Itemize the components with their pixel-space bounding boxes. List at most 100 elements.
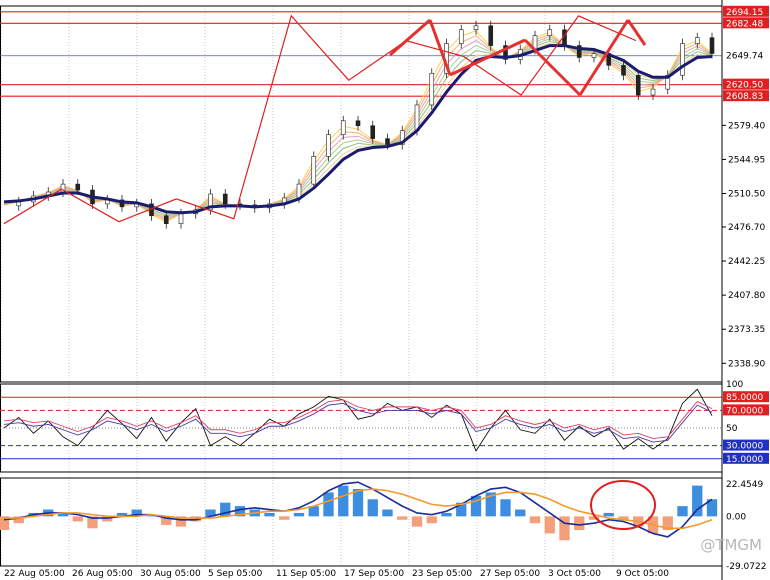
- price-tick-label: 2510.50: [728, 190, 765, 200]
- candle-body: [621, 65, 626, 76]
- price-tag-label: 2649.74: [726, 52, 763, 62]
- time-tick-label: 26 Aug 05:00: [72, 569, 133, 579]
- candle-body: [473, 25, 479, 31]
- macd-histogram-bar: [116, 512, 128, 517]
- oscillator-tag-box: [723, 404, 769, 416]
- wave-arrow: [389, 18, 431, 57]
- macd-histogram-bar: [352, 489, 364, 517]
- macd-histogram-bar: [603, 512, 614, 517]
- candle-body: [355, 120, 361, 127]
- price-tag-box: [723, 78, 769, 90]
- macd-histogram-bar: [72, 516, 83, 522]
- oscillator-tag-label: 70.0000: [726, 406, 763, 416]
- candle-body: [488, 25, 494, 46]
- price-tag-label: 2620.50: [726, 81, 763, 91]
- time-tick-label: 27 Sep 05:00: [480, 569, 540, 579]
- candle-body: [326, 134, 331, 157]
- price-tag-label: 2608.83: [726, 92, 763, 102]
- price-tick-label: 2373.35: [728, 325, 765, 335]
- wave-arrow: [428, 19, 452, 76]
- macd-histogram-bar: [426, 516, 437, 524]
- macd-tick-label: -29.0722: [726, 562, 766, 572]
- macd-tick-label: 0.00: [726, 512, 746, 522]
- candle-body: [399, 130, 405, 145]
- price-tag-label: 2694.15: [726, 8, 763, 18]
- candle-body: [458, 29, 464, 44]
- macd-histogram-bar: [677, 506, 688, 517]
- price-tag-box: [723, 17, 769, 29]
- macd-histogram-bar: [618, 516, 629, 520]
- highlight-circle: [590, 480, 656, 530]
- vertical-grid: [0, 6, 614, 566]
- macd-histogram-bar: [102, 516, 113, 522]
- candle-body: [222, 193, 228, 205]
- time-tick-label: 5 Sep 05:00: [208, 569, 263, 579]
- macd-histogram-bar: [13, 516, 24, 524]
- oscillator-tag-label: 30.0000: [726, 442, 763, 452]
- macd-histogram-bar: [470, 495, 482, 517]
- candle-body: [547, 29, 553, 36]
- price-panel[interactable]: [0, 5, 723, 567]
- candle-body: [311, 156, 317, 185]
- time-tick-label: 23 Sep 05:00: [412, 569, 472, 579]
- slow-moving-average: [3, 44, 713, 215]
- candle-body: [296, 183, 302, 199]
- oscillator-tag-label: 85.0000: [726, 393, 763, 403]
- macd-histogram-bar: [308, 506, 319, 517]
- macd-panel[interactable]: [0, 480, 718, 541]
- macd-histogram-bar: [485, 492, 496, 517]
- oscillator-panel[interactable]: [0, 388, 722, 460]
- wave-arrow: [578, 19, 630, 96]
- macd-histogram-bar: [87, 516, 98, 529]
- macd-histogram-bar: [57, 512, 69, 517]
- time-tick-label: 30 Aug 05:00: [140, 569, 201, 579]
- macd-histogram-bar: [161, 516, 172, 525]
- macd-histogram-bar: [382, 509, 393, 517]
- macd-tick-label: 22.4549: [726, 480, 763, 490]
- candle-body: [429, 72, 435, 106]
- macd-histogram-bar: [367, 499, 378, 517]
- macd-histogram-bar: [323, 492, 334, 517]
- macd-histogram-bar: [220, 502, 231, 517]
- macd-histogram-bar: [279, 516, 290, 520]
- wave-arrow: [449, 38, 526, 77]
- macd-histogram-bar: [588, 516, 600, 520]
- macd-histogram-bar: [338, 485, 349, 517]
- macd-histogram-bar: [441, 512, 452, 517]
- macd-histogram-bar: [456, 502, 467, 517]
- macd-histogram-bar: [131, 509, 142, 517]
- macd-histogram-bar: [706, 499, 718, 517]
- oscillator-tag-box: [723, 452, 769, 464]
- oscillator-tag-label: 15.0000: [726, 455, 763, 465]
- macd-histogram-bar: [692, 485, 703, 517]
- oscillator-line: [3, 402, 713, 443]
- oscillator-tag-box: [723, 391, 769, 403]
- price-tick-label: 2476.70: [728, 223, 765, 233]
- macd-histogram-bar: [500, 499, 511, 517]
- price-tick-label: 2338.90: [728, 359, 765, 369]
- price-tag-box: [723, 49, 769, 61]
- macd-histogram-bar: [190, 516, 201, 522]
- macd-histogram-bar: [0, 516, 10, 531]
- candle-body: [75, 183, 81, 191]
- candle-body: [503, 45, 508, 60]
- price-tag-label: 2682.48: [726, 19, 763, 29]
- macd-histogram-bar: [411, 516, 423, 527]
- watermark-logo: @TMGM: [700, 536, 762, 554]
- wave-arrow: [626, 19, 647, 46]
- candle-body: [385, 138, 390, 145]
- candle-body: [576, 45, 582, 58]
- price-tick-label: 2579.40: [728, 121, 765, 131]
- candle-body: [694, 37, 700, 44]
- macd-histogram-bar: [397, 516, 408, 520]
- oscillator-signal-line: [3, 399, 713, 440]
- time-tick-label: 3 Oct 05:00: [548, 569, 601, 579]
- candle-body: [680, 43, 685, 76]
- oscillator-line: [3, 388, 713, 452]
- oscillator-tick-label: 50: [726, 424, 738, 434]
- candle-body: [591, 53, 597, 58]
- macd-histogram-bar: [205, 509, 216, 517]
- macd-histogram-bar: [559, 516, 570, 541]
